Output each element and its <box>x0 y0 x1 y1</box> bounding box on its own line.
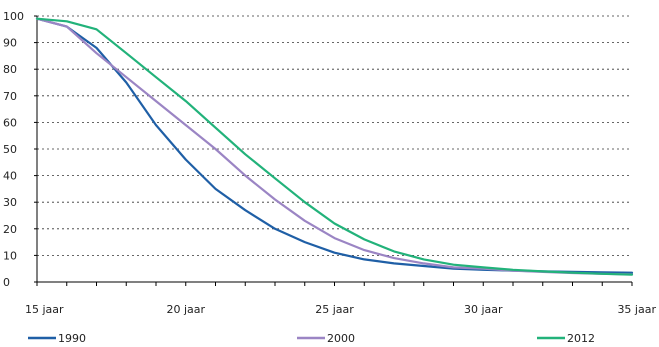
y-tick-label: 100 <box>3 10 24 23</box>
series-line-2000 <box>35 17 634 276</box>
x-tick-labels: 15 jaar 20 jaar 25 jaar 30 jaar 35 jaar <box>25 282 656 316</box>
x-tick-label: 35 jaar <box>617 303 656 316</box>
y-tick-labels: 0 10 20 30 40 50 60 70 80 90 100 <box>3 10 37 289</box>
legend-label-2012: 2012 <box>567 332 595 345</box>
series-lines <box>35 17 634 276</box>
y-tick-label: 20 <box>3 223 17 236</box>
y-tick-label: 0 <box>3 276 10 289</box>
y-tick-label: 10 <box>3 249 17 262</box>
y-tick-label: 90 <box>3 37 17 50</box>
y-tick-label: 70 <box>3 90 17 103</box>
y-tick-label: 30 <box>3 196 17 209</box>
x-tick-label: 30 jaar <box>464 303 503 316</box>
y-tick-label: 80 <box>3 63 17 76</box>
x-tick-label: 20 jaar <box>166 303 205 316</box>
legend: 1990 2000 2012 <box>28 332 595 345</box>
series-line-2012 <box>35 17 634 276</box>
y-tick-label: 60 <box>3 116 17 129</box>
y-tick-label: 50 <box>3 143 17 156</box>
y-tick-label: 40 <box>3 170 17 183</box>
series-line-1990 <box>35 17 634 274</box>
grid-lines <box>37 15 632 256</box>
x-tick-label: 25 jaar <box>315 303 354 316</box>
legend-label-1990: 1990 <box>58 332 86 345</box>
legend-label-2000: 2000 <box>327 332 355 345</box>
x-tick-label: 15 jaar <box>25 303 64 316</box>
